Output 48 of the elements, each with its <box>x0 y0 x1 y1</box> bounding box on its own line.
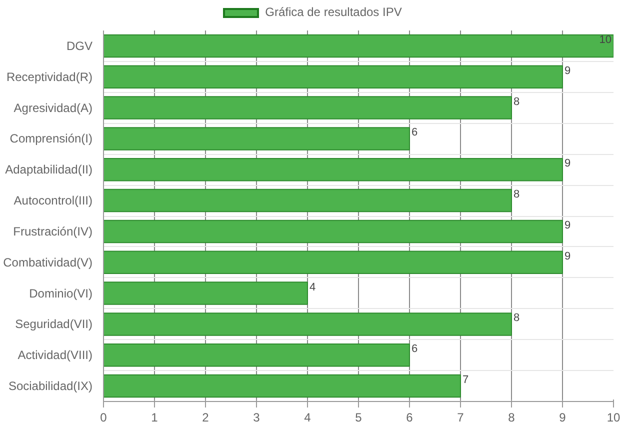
bar <box>104 127 410 150</box>
data-label: 6 <box>412 126 418 139</box>
y-tick-label: Autocontrol(III) <box>14 194 93 208</box>
data-label: 8 <box>514 312 520 324</box>
x-tick-label: 7 <box>457 410 464 424</box>
bar <box>104 250 563 274</box>
x-tick-label: 5 <box>355 410 362 424</box>
x-tick-label: 10 <box>606 410 620 424</box>
data-label: 8 <box>514 188 520 201</box>
x-tick-label: 1 <box>151 410 158 424</box>
data-label: 9 <box>564 250 571 262</box>
data-label: 9 <box>564 219 571 232</box>
y-tick-label: Actividad(VIII) <box>18 348 93 362</box>
bar <box>104 188 512 212</box>
y-tick-label: DGV <box>66 38 93 53</box>
data-label: 10 <box>599 34 612 46</box>
data-label: 9 <box>564 64 571 77</box>
x-tick-label: 3 <box>253 410 260 424</box>
y-tick-label: Frustración(IV) <box>13 224 93 238</box>
y-tick-label: Adaptabilidad(II) <box>5 162 93 177</box>
x-tick-label: 4 <box>304 410 312 424</box>
data-label: 8 <box>514 96 520 108</box>
x-tick-label: 8 <box>508 410 516 424</box>
y-tick-label: Comprensión(I) <box>10 132 93 146</box>
x-tick-label: 2 <box>202 410 210 424</box>
bar <box>104 34 614 58</box>
y-tick-label: Receptividad(R) <box>6 70 93 84</box>
y-tick-label: Combatividad(V) <box>3 255 93 270</box>
data-label: 6 <box>412 343 418 356</box>
bar <box>104 96 512 120</box>
bar <box>104 158 563 182</box>
bar <box>104 374 461 398</box>
bar <box>104 282 308 305</box>
x-tick-label: 6 <box>406 410 414 424</box>
x-tick-label: 0 <box>100 410 108 424</box>
series-label: Gráfica de resultados IPV <box>265 4 402 21</box>
data-label: 7 <box>462 374 469 386</box>
bar <box>104 220 563 244</box>
x-tick-label: 9 <box>559 410 566 424</box>
bar <box>104 343 410 367</box>
bar <box>104 312 512 336</box>
y-tick-label: Agresividad(A) <box>14 100 93 115</box>
bar <box>104 65 563 89</box>
y-tick-label: Sociabilidad(IX) <box>8 379 93 394</box>
y-tick-label: Dominio(VI) <box>29 286 93 300</box>
y-tick-label: Seguridad(VII) <box>15 317 93 332</box>
data-label: 4 <box>310 281 316 294</box>
data-label: 9 <box>564 158 571 170</box>
